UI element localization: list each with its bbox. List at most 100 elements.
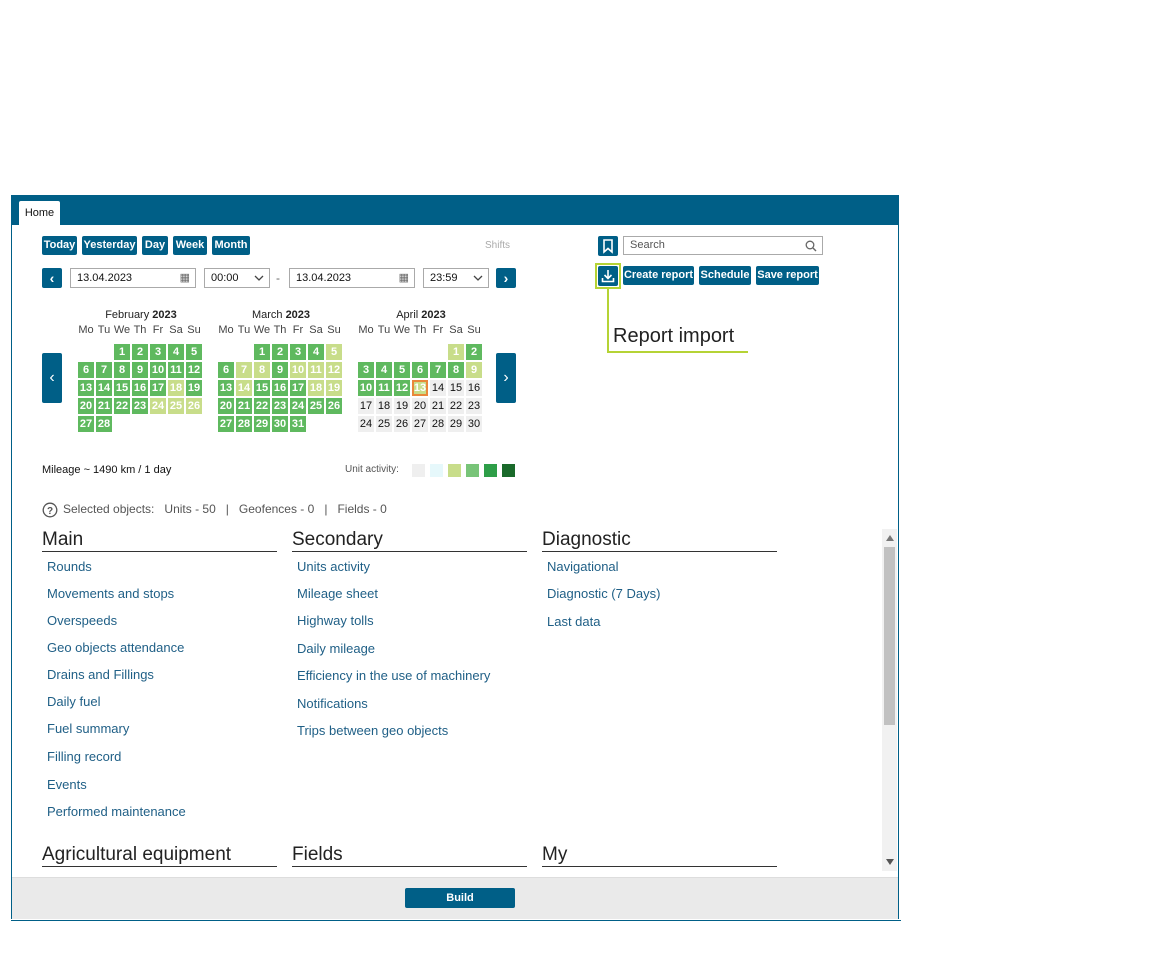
calendar-day[interactable]: 3 <box>358 362 374 378</box>
week-button[interactable]: Week <box>173 236 207 255</box>
calendar-day[interactable]: 12 <box>186 362 202 378</box>
report-link[interactable]: Rounds <box>47 559 92 574</box>
calendar-day[interactable]: 28 <box>430 416 446 432</box>
calendar-day[interactable]: 25 <box>376 416 392 432</box>
scroll-up-icon[interactable] <box>886 535 894 541</box>
calendar-day[interactable]: 3 <box>150 344 166 360</box>
calendar-day[interactable]: 18 <box>376 398 392 414</box>
calendar-day[interactable]: 12 <box>326 362 342 378</box>
report-link[interactable]: Mileage sheet <box>297 586 378 601</box>
calendar-day[interactable]: 24 <box>290 398 306 414</box>
date-to-field[interactable]: 13.04.2023 ▦ <box>289 268 415 288</box>
calendar-day[interactable]: 27 <box>78 416 94 432</box>
schedule-button[interactable]: Schedule <box>699 266 751 285</box>
report-link[interactable]: Diagnostic (7 Days) <box>547 586 661 601</box>
calendar-day[interactable]: 18 <box>308 380 324 396</box>
calendar-day[interactable]: 26 <box>186 398 202 414</box>
calendar-day[interactable]: 9 <box>466 362 482 378</box>
month-button[interactable]: Month <box>212 236 250 255</box>
report-link[interactable]: Efficiency in the use of machinery <box>297 668 491 683</box>
calendar-day[interactable]: 13 <box>78 380 94 396</box>
calendar-day[interactable]: 21 <box>236 398 252 414</box>
calendar-day[interactable]: 23 <box>272 398 288 414</box>
calendar-day[interactable]: 17 <box>150 380 166 396</box>
day-button[interactable]: Day <box>142 236 168 255</box>
calendar-day[interactable]: 24 <box>358 416 374 432</box>
help-icon[interactable]: ? <box>42 502 58 518</box>
calendar-day[interactable]: 11 <box>168 362 184 378</box>
calendar-day[interactable]: 17 <box>358 398 374 414</box>
calendar-day[interactable]: 5 <box>394 362 410 378</box>
calendar-day[interactable]: 10 <box>290 362 306 378</box>
scrollbar-thumb[interactable] <box>884 547 895 725</box>
calendar-day[interactable]: 7 <box>236 362 252 378</box>
report-link[interactable]: Units activity <box>297 559 370 574</box>
calendar-day[interactable]: 3 <box>290 344 306 360</box>
report-link[interactable]: Geo objects attendance <box>47 640 185 655</box>
calendar-day[interactable]: 20 <box>412 398 428 414</box>
prev-period-button[interactable]: ‹ <box>42 268 62 288</box>
calendar-day[interactable]: 6 <box>78 362 94 378</box>
calendar-next-button[interactable]: › <box>496 353 516 403</box>
calendar-day[interactable]: 22 <box>448 398 464 414</box>
calendar-day[interactable]: 6 <box>412 362 428 378</box>
calendar-day[interactable]: 16 <box>132 380 148 396</box>
calendar-day[interactable]: 2 <box>132 344 148 360</box>
calendar-day[interactable]: 11 <box>376 380 392 396</box>
calendar-day[interactable]: 1 <box>114 344 130 360</box>
calendar-day[interactable]: 12 <box>394 380 410 396</box>
selected-fields[interactable]: Fields - 0 <box>337 502 387 516</box>
calendar-day[interactable]: 29 <box>448 416 464 432</box>
calendar-day[interactable]: 27 <box>218 416 234 432</box>
calendar-day[interactable]: 18 <box>168 380 184 396</box>
report-link[interactable]: Filling record <box>47 749 122 764</box>
calendar-day[interactable]: 1 <box>448 344 464 360</box>
calendar-day[interactable]: 10 <box>150 362 166 378</box>
report-link[interactable]: Performed maintenance <box>47 804 186 819</box>
calendar-day[interactable]: 8 <box>114 362 130 378</box>
calendar-day[interactable]: 15 <box>254 380 270 396</box>
calendar-day[interactable]: 7 <box>430 362 446 378</box>
report-link[interactable]: Overspeeds <box>47 613 118 628</box>
calendar-day-today[interactable]: 13 <box>412 380 428 396</box>
time-to-select[interactable]: 23:59 <box>423 268 489 288</box>
calendar-day[interactable]: 26 <box>326 398 342 414</box>
calendar-prev-button[interactable]: ‹ <box>42 353 62 403</box>
calendar-day[interactable]: 28 <box>236 416 252 432</box>
calendar-day[interactable]: 30 <box>466 416 482 432</box>
calendar-day[interactable]: 8 <box>448 362 464 378</box>
calendar-day[interactable]: 9 <box>272 362 288 378</box>
save-report-button[interactable]: Save report <box>756 266 819 285</box>
report-link[interactable]: Events <box>47 777 87 792</box>
yesterday-button[interactable]: Yesterday <box>82 236 137 255</box>
calendar-day[interactable]: 19 <box>394 398 410 414</box>
calendar-day[interactable]: 4 <box>376 362 392 378</box>
calendar-day[interactable]: 19 <box>186 380 202 396</box>
calendar-day[interactable]: 23 <box>466 398 482 414</box>
calendar-day[interactable]: 14 <box>96 380 112 396</box>
calendar-day[interactable]: 24 <box>150 398 166 414</box>
tab-home[interactable]: Home <box>19 201 60 225</box>
calendar-day[interactable]: 23 <box>132 398 148 414</box>
calendar-day[interactable]: 4 <box>168 344 184 360</box>
calendar-day[interactable]: 10 <box>358 380 374 396</box>
calendar-day[interactable]: 2 <box>466 344 482 360</box>
calendar-day[interactable]: 13 <box>218 380 234 396</box>
calendar-day[interactable]: 2 <box>272 344 288 360</box>
report-import-button[interactable] <box>598 266 618 286</box>
calendar-day[interactable]: 17 <box>290 380 306 396</box>
scroll-down-icon[interactable] <box>886 859 894 865</box>
calendar-day[interactable]: 1 <box>254 344 270 360</box>
selected-geofences[interactable]: Geofences - 0 <box>238 502 315 516</box>
calendar-day[interactable]: 5 <box>326 344 342 360</box>
next-period-button[interactable]: › <box>496 268 516 288</box>
date-from-field[interactable]: 13.04.2023 ▦ <box>70 268 196 288</box>
calendar-day[interactable]: 21 <box>96 398 112 414</box>
calendar-day[interactable]: 25 <box>168 398 184 414</box>
calendar-day[interactable]: 27 <box>412 416 428 432</box>
calendar-day[interactable]: 21 <box>430 398 446 414</box>
calendar-day[interactable]: 30 <box>272 416 288 432</box>
shifts-toggle[interactable]: Shifts <box>485 240 511 251</box>
calendar-day[interactable]: 28 <box>96 416 112 432</box>
calendar-day[interactable]: 16 <box>466 380 482 396</box>
